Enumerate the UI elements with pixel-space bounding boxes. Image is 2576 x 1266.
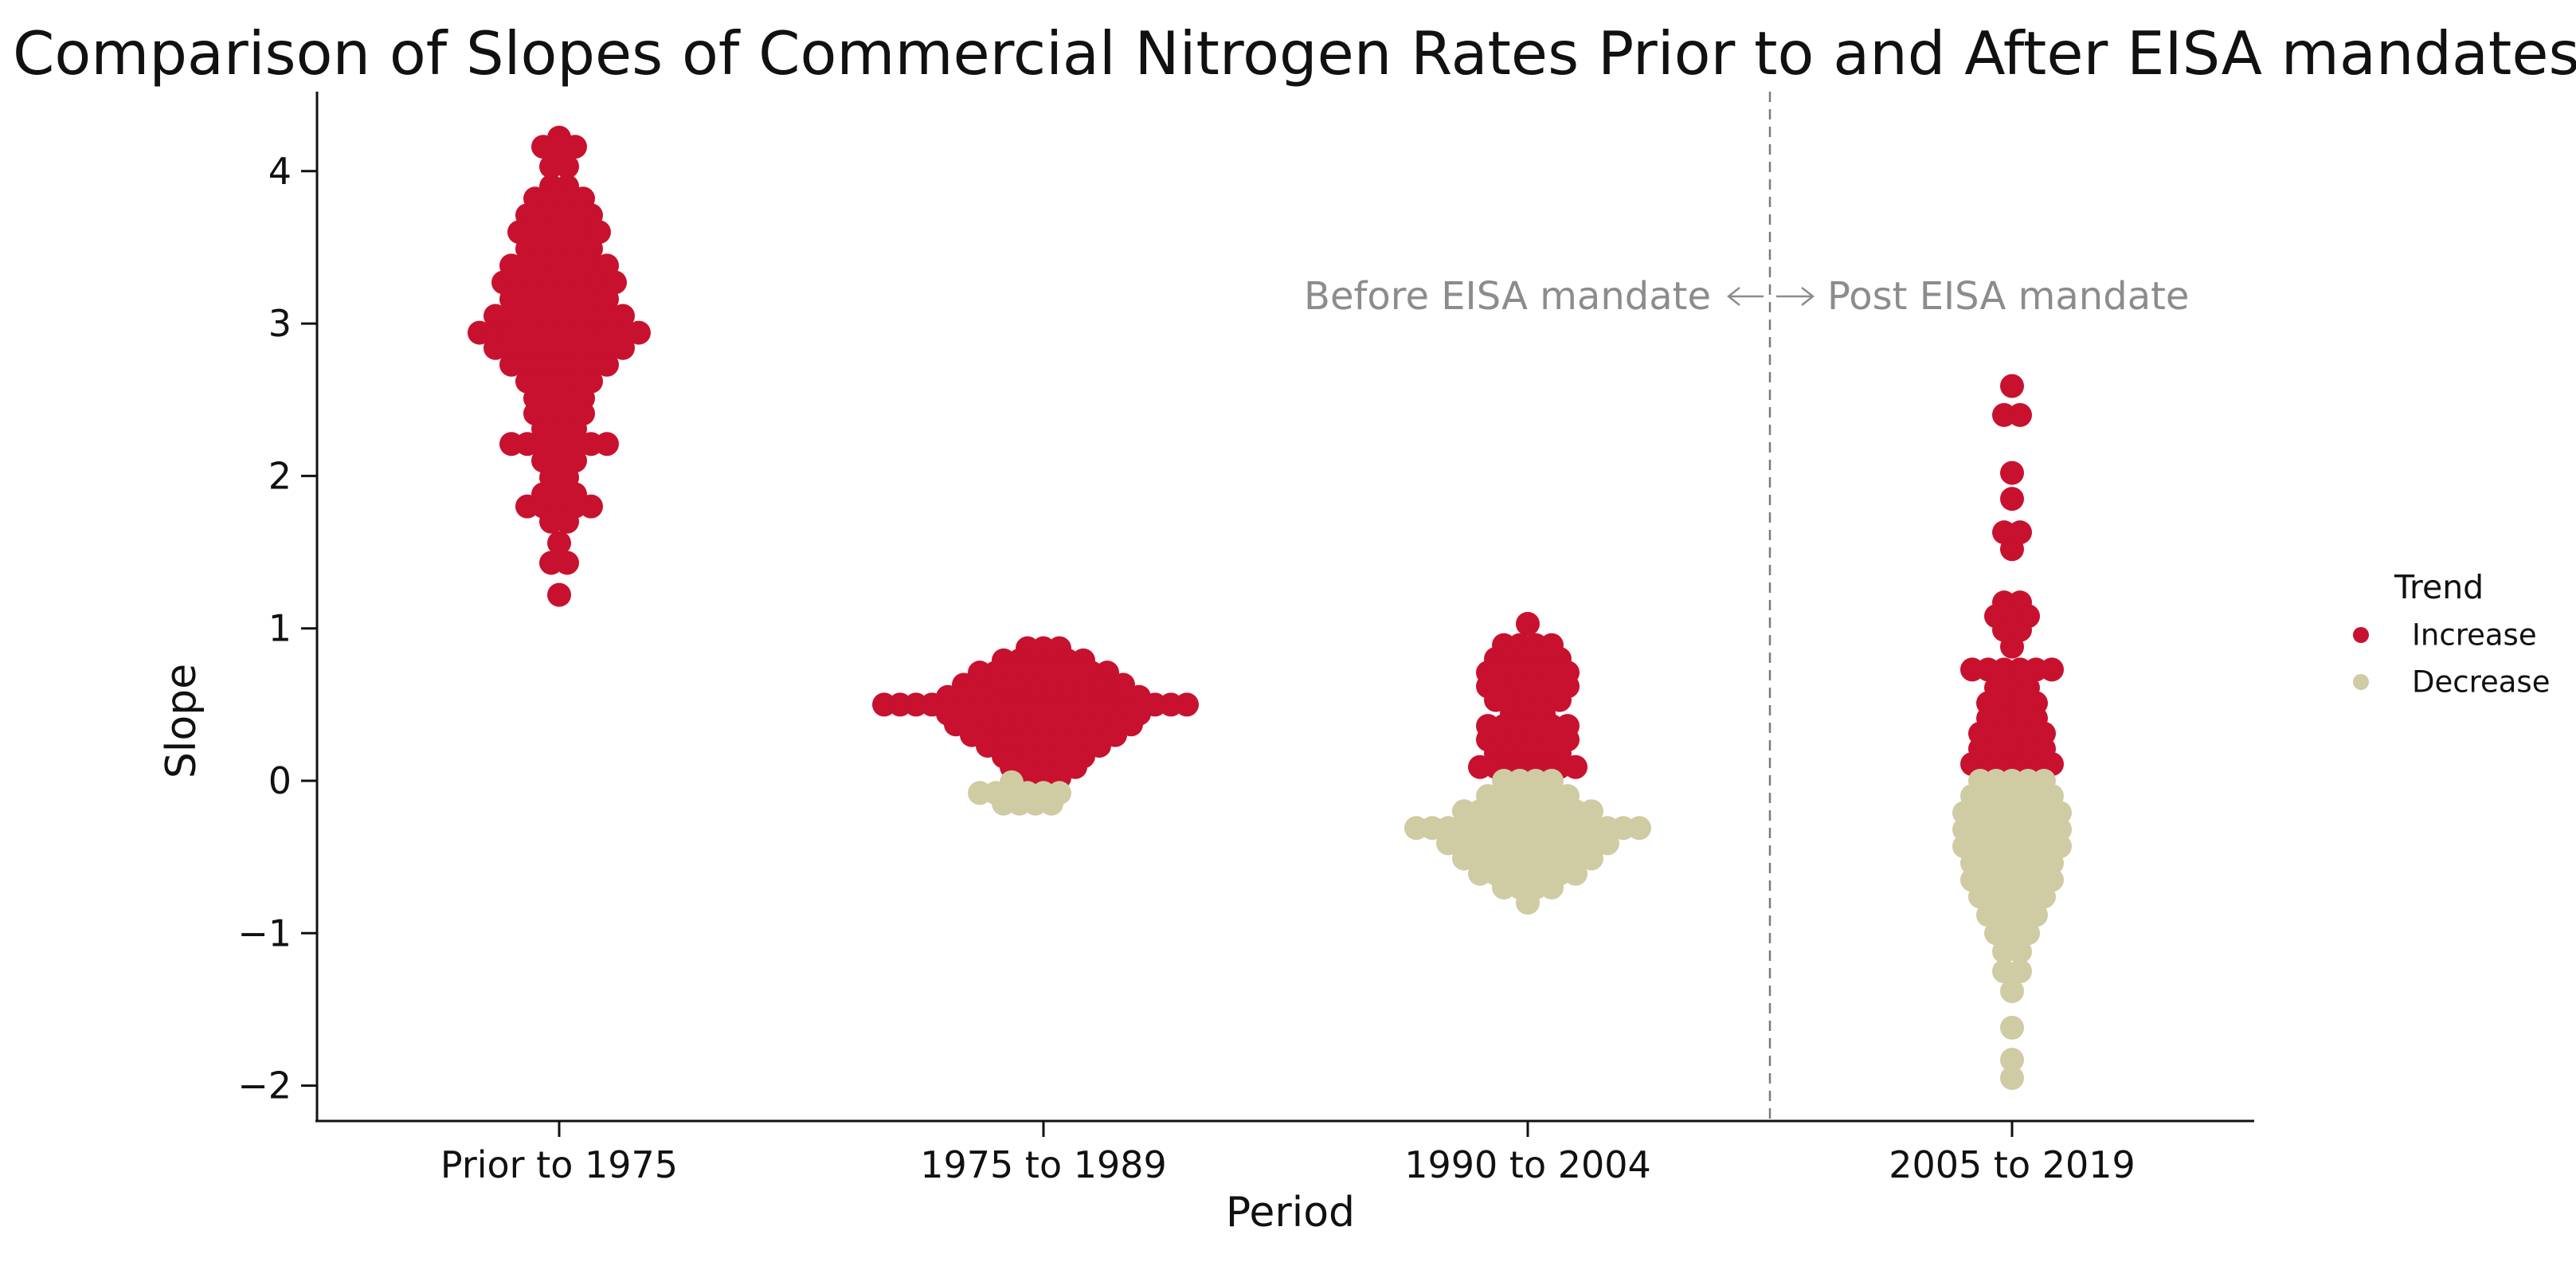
swarm-dot xyxy=(1564,861,1587,886)
annotation-before-label: Before EISA mandate xyxy=(1304,274,1711,319)
legend-decrease-swatch-icon xyxy=(2353,674,2369,690)
legend-increase-label: Increase xyxy=(2412,618,2537,653)
swarm-cluster xyxy=(872,636,1199,816)
swarm-dot xyxy=(1595,831,1619,856)
swarm-dot xyxy=(2032,884,2056,909)
swarm-dot xyxy=(2000,978,2024,1003)
swarm-dot xyxy=(1540,875,1564,900)
x-tick-label: Prior to 1975 xyxy=(440,1143,678,1186)
swarm-dot xyxy=(627,320,651,345)
swarm-dot xyxy=(2016,921,2040,946)
swarm-dot xyxy=(547,531,571,555)
swarm-dot xyxy=(555,155,579,179)
swarm-dot xyxy=(1548,688,1572,712)
swarm-dot xyxy=(1627,816,1651,841)
y-axis-ticks: 4 3 2 1 0 −1 −2 xyxy=(237,150,317,1107)
legend-increase-swatch-icon xyxy=(2353,627,2369,643)
swarm-dot xyxy=(555,551,579,575)
legend-decrease-label: Decrease xyxy=(2412,665,2550,700)
swarm-dot xyxy=(1516,611,1540,636)
swarm-dot xyxy=(2024,903,2048,927)
swarm-dot xyxy=(2000,1048,2024,1072)
swarm-dot xyxy=(579,494,603,519)
y-tick-label: −1 xyxy=(237,911,292,954)
swarm-dot xyxy=(595,432,619,457)
legend-title: Trend xyxy=(2394,568,2484,606)
x-tick-label: 2005 to 2019 xyxy=(1889,1143,2136,1186)
swarm-cluster xyxy=(1952,374,2072,1091)
swarm-dot xyxy=(2000,374,2024,398)
swarm-dot xyxy=(595,352,619,377)
swarm-dot xyxy=(1516,891,1540,915)
swarm-dot xyxy=(1564,755,1587,779)
y-tick-label: 3 xyxy=(268,302,292,345)
swarm-dot xyxy=(2008,402,2032,427)
swarm-dot xyxy=(2008,959,2032,984)
swarm-dot xyxy=(555,509,579,534)
swarm-dot xyxy=(1175,692,1199,717)
y-tick-label: −2 xyxy=(237,1064,292,1107)
swarm-dot xyxy=(579,237,603,261)
swarm-dot xyxy=(563,135,587,159)
swarm-dot xyxy=(547,582,571,607)
x-axis-ticks: Prior to 1975 1975 to 1989 1990 to 2004 200… xyxy=(440,1121,2136,1186)
annotation-after-label: Post EISA mandate xyxy=(1827,274,2189,319)
swarm-dot xyxy=(2000,537,2024,562)
swarm-dot xyxy=(1580,799,1603,824)
swarm-dot xyxy=(2000,634,2024,659)
x-axis-label: Period xyxy=(1226,1189,1355,1237)
before-arrow-icon xyxy=(1726,287,1764,306)
y-tick-label: 2 xyxy=(268,454,292,497)
chart-title: Comparison of Slopes of Commercial Nitro… xyxy=(13,18,2576,88)
swarm-dot xyxy=(2000,461,2024,485)
swarm-dot xyxy=(611,304,635,328)
x-tick-label: 1975 to 1989 xyxy=(920,1143,1167,1186)
swarm-dot xyxy=(1039,791,1063,816)
y-tick-label: 4 xyxy=(268,150,292,193)
swarm-dot xyxy=(1580,846,1603,871)
swarm-dot xyxy=(595,287,619,312)
swarm-dot xyxy=(2040,657,2064,682)
y-tick-label: 0 xyxy=(268,759,292,802)
swarm-dot xyxy=(2000,1066,2024,1091)
swarm-dot xyxy=(611,335,635,360)
swarm-dot xyxy=(2040,851,2064,876)
swarm-dot xyxy=(2000,487,2024,511)
swarm-dot xyxy=(2008,939,2032,964)
swarm-dots xyxy=(468,125,2072,1091)
after-arrow-icon xyxy=(1776,287,1815,306)
swarm-dot xyxy=(2048,817,2072,842)
swarm-cluster xyxy=(468,125,651,607)
y-axis-label: Slope xyxy=(158,664,206,778)
swarm-dot xyxy=(2048,801,2072,825)
x-tick-label: 1990 to 2004 xyxy=(1404,1143,1651,1186)
legend: Trend Increase Decrease xyxy=(2353,568,2550,700)
swarm-cluster xyxy=(1404,611,1651,915)
y-tick-label: 1 xyxy=(268,607,292,650)
swarm-dot xyxy=(2000,1015,2024,1040)
